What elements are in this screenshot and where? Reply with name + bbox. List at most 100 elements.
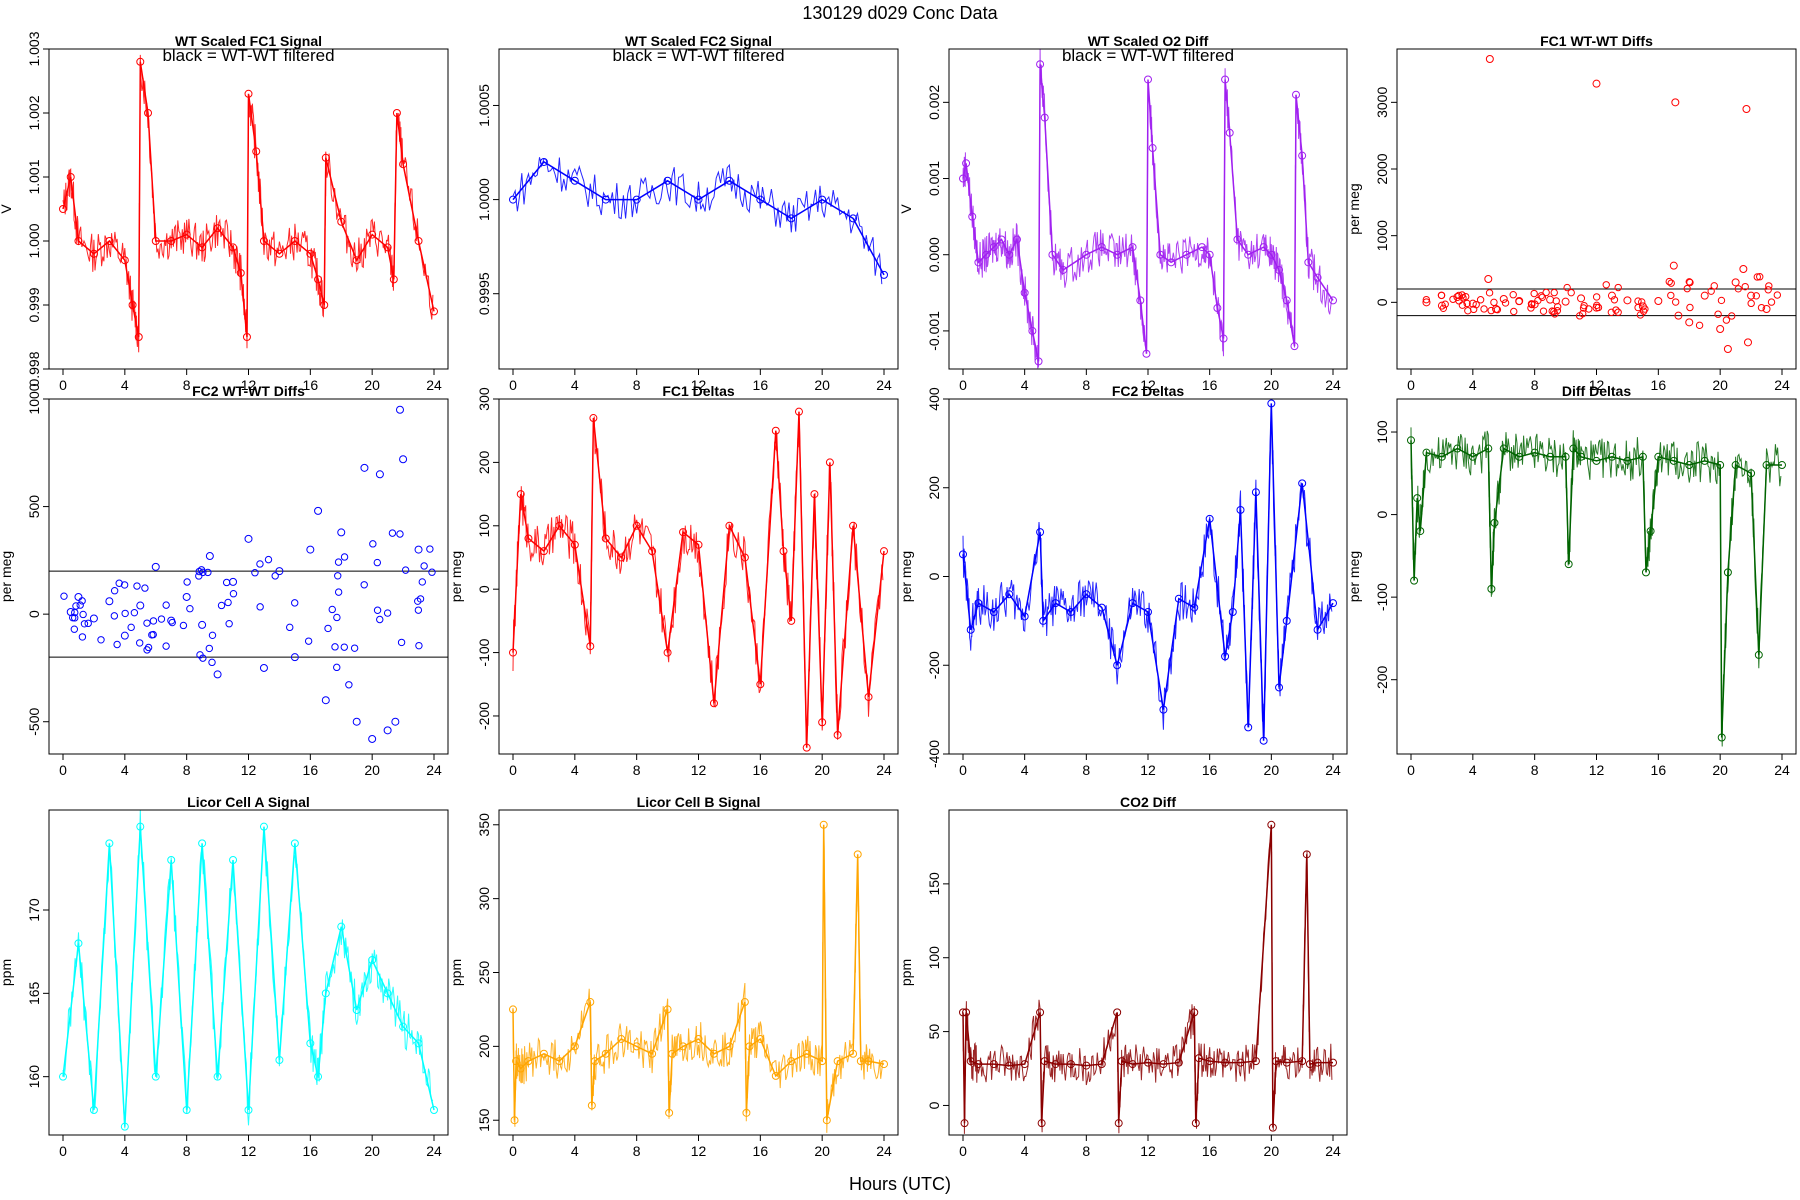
data-point	[509, 648, 517, 657]
data-point	[1739, 265, 1748, 273]
data-point	[663, 1005, 672, 1014]
data-point	[1082, 1061, 1091, 1070]
plot-area	[509, 820, 888, 1133]
scatter-point	[1463, 299, 1471, 308]
y-tick-label: 100	[476, 514, 492, 538]
y-tick-label: 200	[476, 451, 492, 475]
data-point	[1407, 436, 1415, 445]
data-point	[509, 195, 517, 204]
data-point	[1048, 250, 1057, 259]
data-point	[1221, 75, 1230, 84]
scatter-point	[1550, 288, 1558, 297]
panel-note: black = WT-WT filtered	[1062, 46, 1234, 65]
data-point	[1144, 1058, 1152, 1067]
data-point	[586, 642, 595, 651]
y-tick-label: 0.001	[926, 161, 942, 196]
scatter-point	[251, 569, 259, 577]
data-point	[120, 1122, 129, 1131]
data-point	[589, 414, 598, 423]
data-point	[570, 1042, 579, 1051]
data-point	[1136, 296, 1145, 305]
plot-area	[959, 820, 1337, 1134]
data-point	[512, 1057, 521, 1066]
scatter-point	[127, 623, 135, 632]
data-point	[414, 237, 423, 245]
y-tick-label: 160	[26, 1065, 42, 1089]
data-point	[853, 850, 862, 859]
scatter-point	[1773, 291, 1782, 299]
x-tick-label: 12	[241, 377, 257, 393]
x-tick-label: 0	[959, 762, 967, 778]
data-point	[1641, 568, 1650, 577]
data-point	[182, 592, 191, 601]
scatter-point	[69, 613, 77, 622]
data-point	[709, 699, 718, 708]
y-tick-label: 165	[26, 981, 42, 1005]
scatter-point	[1607, 308, 1616, 317]
scatter-point	[72, 602, 80, 610]
scatter-point	[1638, 298, 1646, 306]
data-point	[1142, 349, 1151, 358]
data-point	[1515, 452, 1524, 461]
data-point	[1304, 258, 1313, 267]
scatter-point	[78, 633, 87, 641]
data-point	[516, 1064, 525, 1073]
data-point	[1716, 325, 1725, 333]
data-point	[632, 521, 641, 530]
data-point	[1437, 452, 1446, 461]
series-noise-line	[1410, 427, 1782, 747]
data-point	[1490, 518, 1499, 527]
scatter-point	[1580, 301, 1588, 310]
data-point	[742, 1108, 751, 1117]
plot-frame	[48, 809, 449, 1136]
scatter-point	[196, 651, 204, 659]
data-point	[587, 1101, 596, 1110]
scatter-point	[162, 601, 170, 609]
scatter-point	[1422, 295, 1431, 304]
y-tick-label: 1.0005	[476, 84, 492, 127]
scatter-point	[183, 578, 191, 586]
series-noise-line	[62, 810, 434, 1129]
y-tick-label: 100	[926, 946, 942, 970]
data-point	[709, 1049, 718, 1058]
data-point	[1499, 444, 1508, 453]
data-point	[134, 333, 143, 341]
data-point	[1114, 1119, 1123, 1128]
scatter-point	[110, 612, 119, 620]
data-point	[1298, 1057, 1307, 1066]
x-tick-label: 8	[1531, 762, 1539, 778]
x-tick-label: 16	[753, 377, 769, 393]
data-point	[1723, 345, 1732, 353]
data-point	[399, 160, 408, 169]
scatter-point	[1563, 283, 1571, 292]
data-point	[1671, 98, 1680, 107]
data-point	[368, 956, 377, 964]
y-tick-label: 300	[476, 887, 492, 911]
data-point	[1059, 265, 1068, 274]
data-point	[1762, 461, 1771, 470]
scatter-point	[1685, 278, 1693, 286]
data-point	[120, 256, 129, 265]
scatter-point	[414, 606, 423, 614]
scatter-point	[113, 640, 121, 649]
x-tick-label: 16	[303, 1143, 319, 1159]
data-point	[1700, 456, 1709, 465]
scatter-point	[60, 592, 68, 600]
scatter-point	[1469, 305, 1478, 314]
scatter-point	[217, 601, 226, 610]
series-line	[962, 403, 1334, 741]
data-point	[1577, 294, 1586, 303]
y-tick-label: 1.003	[26, 31, 42, 66]
scatter-point	[1765, 282, 1773, 290]
scatter-point	[1530, 289, 1538, 298]
data-point	[1305, 1060, 1314, 1069]
data-point	[368, 734, 377, 743]
data-point	[244, 534, 253, 543]
data-point	[663, 176, 672, 185]
data-point	[1561, 297, 1570, 306]
data-point	[290, 237, 299, 245]
data-point	[360, 463, 369, 472]
scatter-point	[149, 630, 157, 639]
series-line	[512, 160, 885, 276]
